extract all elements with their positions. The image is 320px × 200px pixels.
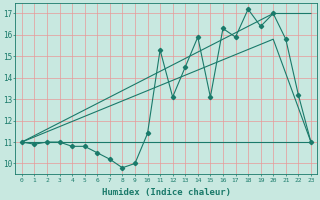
X-axis label: Humidex (Indice chaleur): Humidex (Indice chaleur) bbox=[102, 188, 231, 197]
